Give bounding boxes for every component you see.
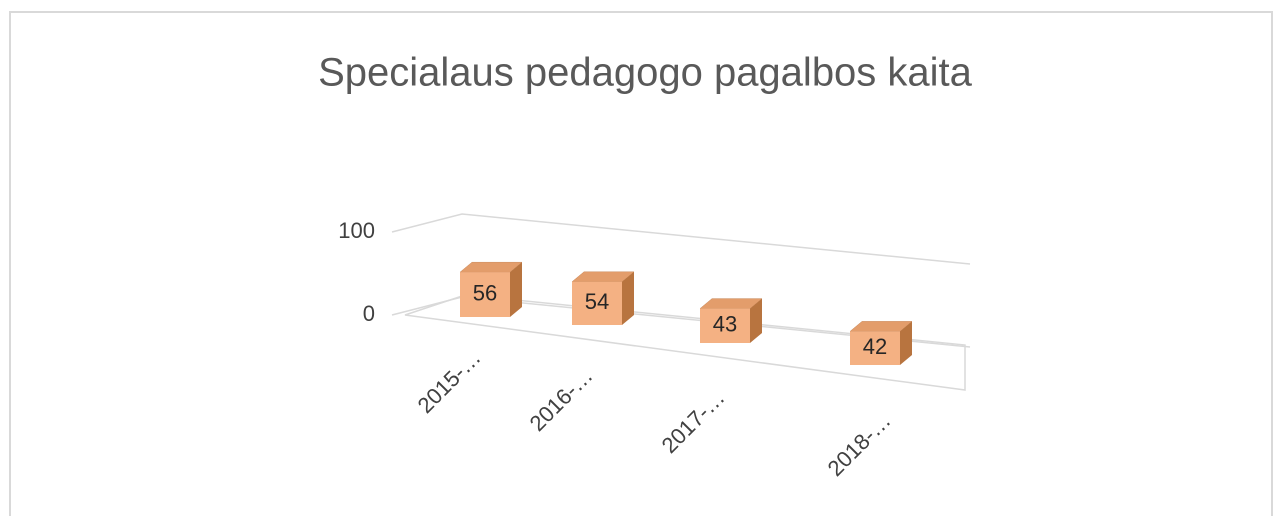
bar-side: [510, 262, 522, 317]
chart-border: [9, 11, 1273, 516]
data-label: 42: [863, 334, 887, 359]
bar-side: [900, 321, 912, 365]
bar: [700, 308, 750, 343]
data-label: 43: [713, 312, 737, 337]
bar: [572, 281, 622, 325]
bar: [850, 331, 900, 365]
y-tick-label: 100: [338, 218, 375, 243]
data-label: 54: [585, 289, 609, 314]
chart-title: Specialaus pedagogo pagalbos kaita: [318, 51, 973, 95]
bar-side: [750, 298, 762, 343]
grid-line: [391, 213, 971, 265]
y-tick-label: 0: [363, 301, 375, 326]
bar-side: [622, 271, 634, 325]
data-label: 56: [473, 280, 497, 305]
bar: [460, 272, 510, 317]
